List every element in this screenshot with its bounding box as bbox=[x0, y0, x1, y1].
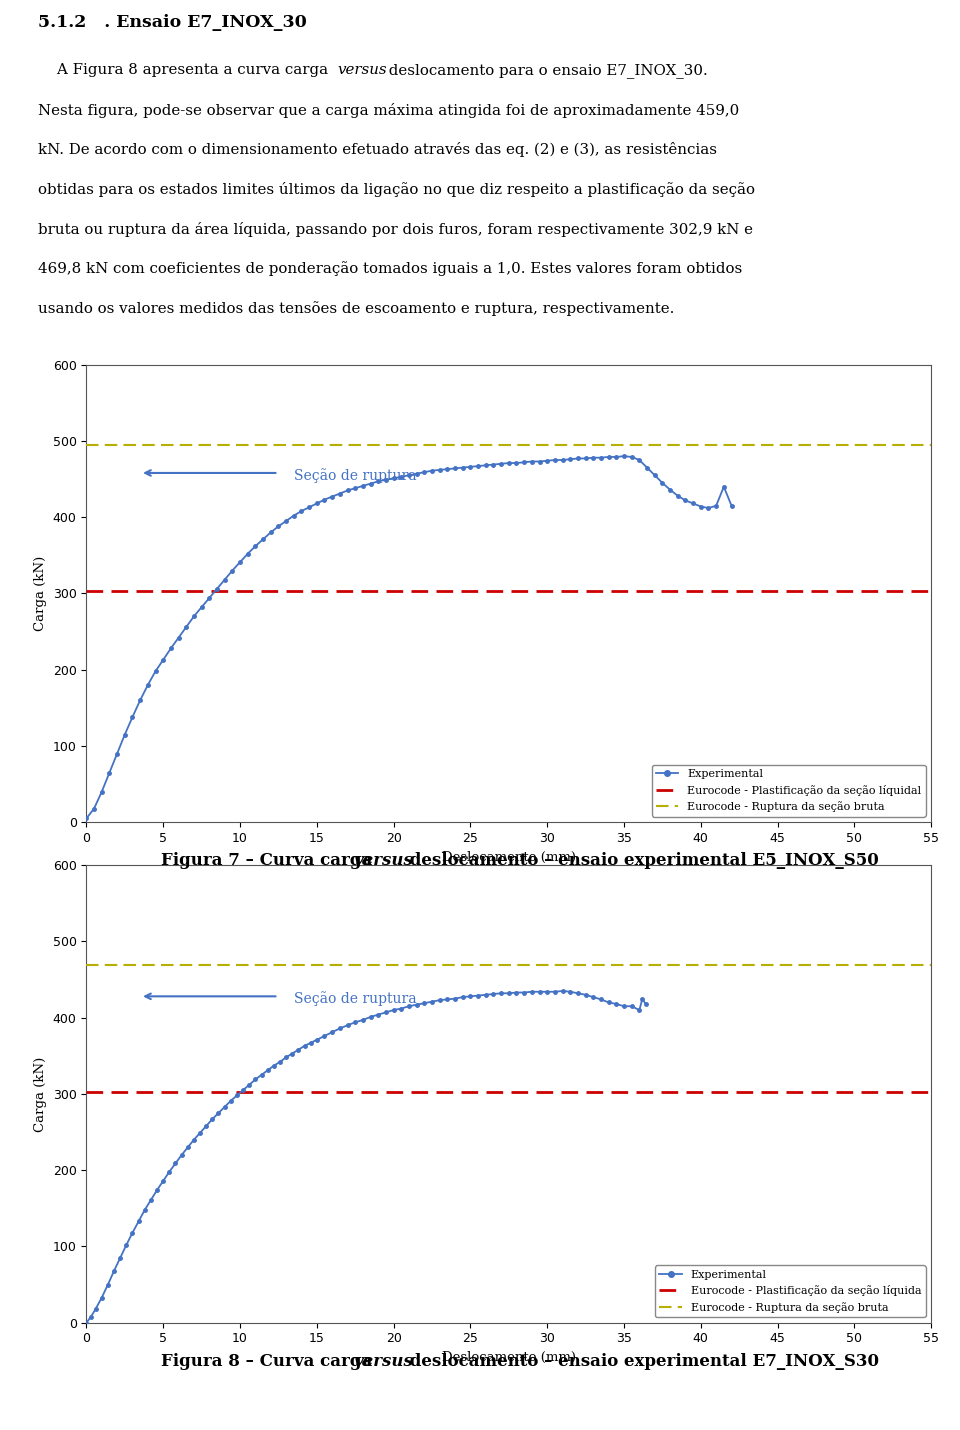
Text: deslocamento – ensaio experimental E7_INOX_S30: deslocamento – ensaio experimental E7_IN… bbox=[404, 1353, 879, 1370]
Y-axis label: Carga (kN): Carga (kN) bbox=[35, 1057, 47, 1131]
Text: 469,8 kN com coeficientes de ponderação tomados iguais a 1,0. Estes valores fora: 469,8 kN com coeficientes de ponderação … bbox=[38, 262, 743, 276]
Text: Figura 7 – Curva carga: Figura 7 – Curva carga bbox=[160, 852, 378, 869]
Text: Nesta figura, pode-se observar que a carga máxima atingida foi de aproximadament: Nesta figura, pode-se observar que a car… bbox=[38, 103, 739, 117]
Legend: Experimental, Eurocode - Plastificação da seção líquida, Eurocode - Ruptura da s: Experimental, Eurocode - Plastificação d… bbox=[655, 1266, 925, 1317]
Y-axis label: Carga (kN): Carga (kN) bbox=[35, 556, 47, 631]
Text: Seção de ruptura: Seção de ruptura bbox=[294, 468, 417, 483]
Text: usando os valores medidos das tensões de escoamento e ruptura, respectivamente.: usando os valores medidos das tensões de… bbox=[38, 300, 675, 316]
Text: versus: versus bbox=[354, 1353, 414, 1370]
Text: deslocamento para o ensaio E7_INOX_30.: deslocamento para o ensaio E7_INOX_30. bbox=[384, 63, 708, 77]
Text: versus: versus bbox=[338, 63, 387, 77]
X-axis label: Deslocamento (mm): Deslocamento (mm) bbox=[442, 1351, 576, 1364]
Text: kN. De acordo com o dimensionamento efetuado através das eq. (2) e (3), as resis: kN. De acordo com o dimensionamento efet… bbox=[38, 143, 717, 157]
X-axis label: Deslocamento (mm): Deslocamento (mm) bbox=[442, 851, 576, 864]
Text: Seção de ruptura: Seção de ruptura bbox=[294, 991, 417, 1007]
Text: A Figura 8 apresenta a curva carga: A Figura 8 apresenta a curva carga bbox=[38, 63, 333, 77]
Text: versus: versus bbox=[354, 852, 414, 869]
Text: deslocamento – ensaio experimental E5_INOX_S50: deslocamento – ensaio experimental E5_IN… bbox=[404, 852, 879, 869]
Text: bruta ou ruptura da área líquida, passando por dois furos, foram respectivamente: bruta ou ruptura da área líquida, passan… bbox=[38, 222, 754, 236]
Text: Figura 8 – Curva carga: Figura 8 – Curva carga bbox=[160, 1353, 378, 1370]
Legend: Experimental, Eurocode - Plastificação da seção líquidal, Eurocode - Ruptura da : Experimental, Eurocode - Plastificação d… bbox=[652, 765, 925, 817]
Text: 5.1.2   . Ensaio E7_INOX_30: 5.1.2 . Ensaio E7_INOX_30 bbox=[38, 14, 307, 31]
Text: obtidas para os estados limites últimos da ligação no que diz respeito a plastif: obtidas para os estados limites últimos … bbox=[38, 182, 756, 197]
